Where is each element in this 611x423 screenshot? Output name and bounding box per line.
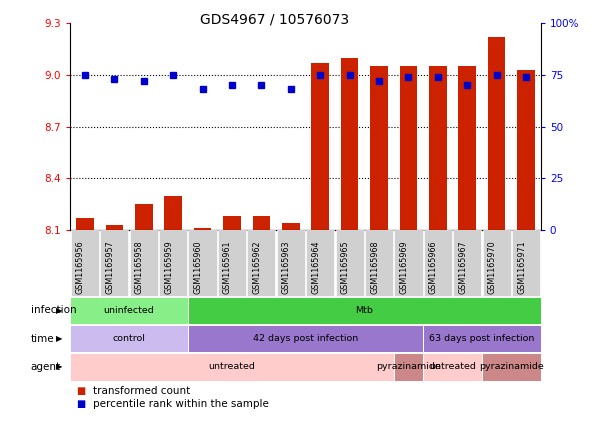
Text: GSM1165957: GSM1165957 [105,240,114,294]
Text: GSM1165969: GSM1165969 [400,240,408,294]
Text: GSM1165956: GSM1165956 [76,240,85,294]
Bar [370,66,388,230]
Text: ■: ■ [76,399,86,409]
Bar [194,228,211,230]
Text: agent: agent [31,362,60,372]
Bar [76,218,94,230]
Text: GSM1165958: GSM1165958 [135,240,144,294]
Text: ▶: ▶ [56,363,62,371]
Bar [282,223,299,230]
Bar [312,63,329,230]
Bar [429,66,447,230]
Text: GDS4967 / 10576073: GDS4967 / 10576073 [200,13,349,27]
Text: GSM1165966: GSM1165966 [429,240,438,294]
Text: Mtb: Mtb [356,306,373,315]
Text: GSM1165964: GSM1165964 [311,240,320,294]
Text: GSM1165959: GSM1165959 [164,240,173,294]
Text: control: control [112,334,145,343]
Text: GSM1165963: GSM1165963 [282,240,291,294]
Text: GSM1165960: GSM1165960 [194,240,203,294]
Text: time: time [31,334,54,343]
Bar [488,37,505,230]
Text: 42 days post infection: 42 days post infection [253,334,358,343]
Text: GSM1165961: GSM1165961 [223,240,232,294]
Text: infection: infection [31,305,76,315]
Bar [164,195,182,230]
Bar [135,204,153,230]
Text: ▶: ▶ [56,306,62,315]
Text: 63 days post infection: 63 days post infection [430,334,535,343]
Text: GSM1165965: GSM1165965 [340,240,349,294]
Text: GSM1165967: GSM1165967 [458,240,467,294]
Text: untreated: untreated [429,363,476,371]
Text: percentile rank within the sample: percentile rank within the sample [93,399,269,409]
Text: GSM1165971: GSM1165971 [517,240,526,294]
Bar [518,70,535,230]
Bar [223,216,241,230]
Text: untreated: untreated [208,363,255,371]
Text: GSM1165962: GSM1165962 [252,240,262,294]
Bar [252,216,270,230]
Text: ▶: ▶ [56,334,62,343]
Text: uninfected: uninfected [104,306,155,315]
Text: GSM1165968: GSM1165968 [370,240,379,294]
Text: pyrazinamide: pyrazinamide [376,363,441,371]
Bar [400,66,417,230]
Text: transformed count: transformed count [93,386,191,396]
Bar [458,66,476,230]
Text: ■: ■ [76,386,86,396]
Text: pyrazinamide: pyrazinamide [479,363,544,371]
Text: GSM1165970: GSM1165970 [488,240,497,294]
Bar [106,225,123,230]
Bar [341,58,359,230]
